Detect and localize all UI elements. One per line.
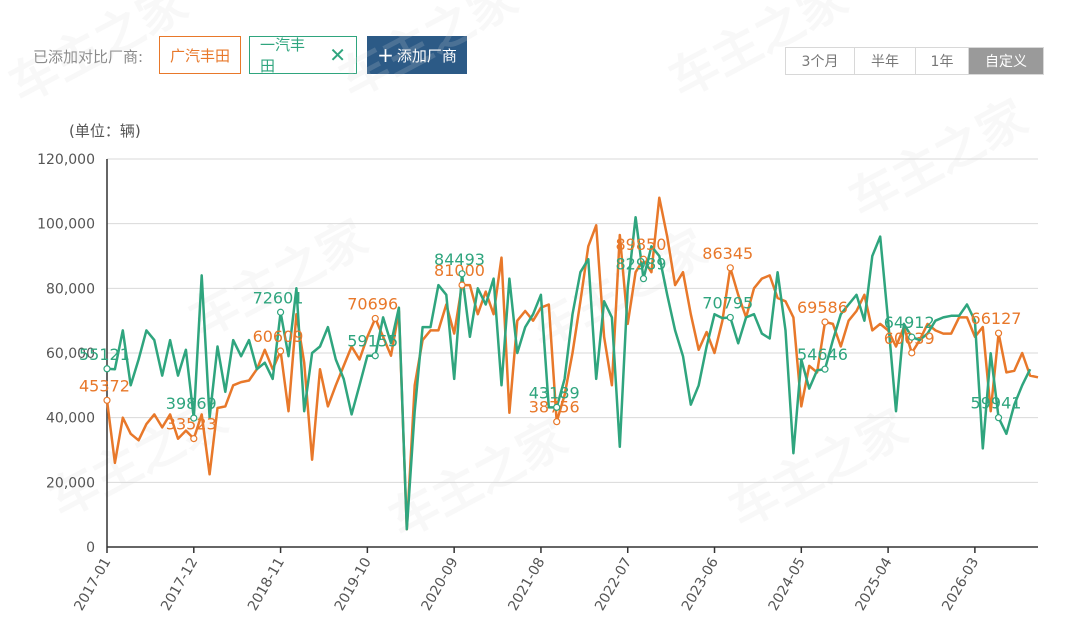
tag-faw-toyota-label: 一汽丰田 (260, 36, 306, 75)
data-point[interactable] (553, 418, 561, 426)
x-tick-label: 2023-06 (679, 555, 722, 614)
y-tick-label: 40,000 (46, 411, 95, 427)
data-label: 82989 (616, 255, 667, 274)
series-line-gac-toyota (105, 196, 1039, 531)
toolbar: 已添加对比厂商: 广汽丰田 一汽丰田 ✕ + 添加厂商 3个月 半年 1年 自定… (0, 0, 1080, 110)
y-tick-label: 0 (86, 540, 95, 556)
unit-label: (单位：辆) (69, 122, 141, 140)
data-point[interactable] (726, 313, 734, 322)
range-1-year[interactable]: 1年 (916, 48, 969, 74)
data-point[interactable] (994, 329, 1003, 337)
x-tick-label: 2022-07 (592, 555, 635, 614)
time-range-selector: 3个月 半年 1年 自定义 (785, 47, 1044, 75)
add-manufacturer-button[interactable]: + 添加厂商 (367, 36, 467, 74)
tag-faw-toyota[interactable]: 一汽丰田 ✕ (249, 36, 357, 75)
x-tick-label: 2017-12 (158, 555, 201, 614)
data-label: 89850 (616, 235, 667, 254)
data-point[interactable] (639, 275, 648, 283)
range-half-year[interactable]: 半年 (855, 48, 916, 74)
data-point[interactable] (639, 255, 648, 263)
data-label: 43189 (529, 383, 580, 402)
data-label: 69586 (797, 298, 848, 317)
data-point[interactable] (908, 349, 916, 357)
tag-gac-toyota-label: 广汽丰田 (170, 46, 231, 65)
data-point[interactable] (103, 365, 111, 373)
tag-gac-toyota[interactable]: 广汽丰田 (159, 36, 241, 74)
data-label: 59155 (347, 332, 398, 351)
y-tick-label: 120,000 (37, 152, 95, 168)
data-point[interactable] (553, 403, 561, 411)
data-point[interactable] (190, 435, 198, 443)
data-point[interactable] (821, 365, 829, 373)
x-tick-label: 2017-01 (71, 555, 114, 614)
data-label: 39869 (166, 394, 217, 413)
data-label: 81000 (434, 261, 485, 280)
y-tick-label: 60,000 (46, 346, 95, 362)
data-label: 55121 (79, 345, 130, 364)
data-point[interactable] (458, 281, 466, 289)
data-point[interactable] (458, 270, 466, 278)
series-line-faw-toyota (106, 215, 1032, 531)
data-point[interactable] (908, 333, 916, 341)
data-label: 54646 (797, 345, 848, 364)
data-point[interactable] (190, 414, 198, 422)
data-point[interactable] (821, 318, 829, 326)
x-tick-label: 2025-04 (852, 555, 895, 614)
range-3-months[interactable]: 3个月 (786, 48, 855, 74)
data-point[interactable] (726, 264, 734, 272)
data-label: 45372 (79, 376, 130, 395)
data-label: 64912 (884, 313, 935, 332)
range-custom[interactable]: 自定义 (969, 48, 1043, 74)
x-tick-label: 2026-03 (939, 555, 982, 614)
data-label: 70696 (347, 294, 398, 313)
data-label: 86345 (702, 244, 753, 263)
data-label: 59941 (971, 394, 1022, 413)
data-point[interactable] (103, 396, 111, 404)
add-manufacturer-label: 添加厂商 (396, 46, 457, 65)
y-tick-label: 80,000 (46, 281, 95, 297)
x-tick-label: 2019-10 (332, 555, 375, 614)
x-tick-label: 2021-08 (505, 555, 548, 614)
data-point[interactable] (371, 314, 379, 323)
data-label: 66127 (971, 309, 1022, 328)
data-label: 84493 (434, 250, 485, 269)
y-tick-label: 20,000 (46, 475, 95, 491)
x-tick-label: 2024-05 (766, 555, 809, 614)
x-tick-label: 2018-11 (245, 555, 288, 614)
data-point[interactable] (276, 308, 285, 316)
data-point[interactable] (371, 352, 379, 360)
data-point[interactable] (994, 414, 1003, 422)
data-point[interactable] (276, 347, 285, 355)
close-icon[interactable]: ✕ (329, 43, 346, 67)
x-tick-label: 2020-09 (419, 555, 462, 614)
data-label: 60609 (253, 327, 304, 346)
y-tick-label: 100,000 (37, 217, 95, 233)
compare-label: 已添加对比厂商: (33, 48, 144, 66)
plus-icon: + (377, 43, 394, 67)
data-label: 72601 (253, 288, 304, 307)
data-label: 33523 (166, 415, 217, 434)
data-label: 70795 (702, 293, 753, 312)
